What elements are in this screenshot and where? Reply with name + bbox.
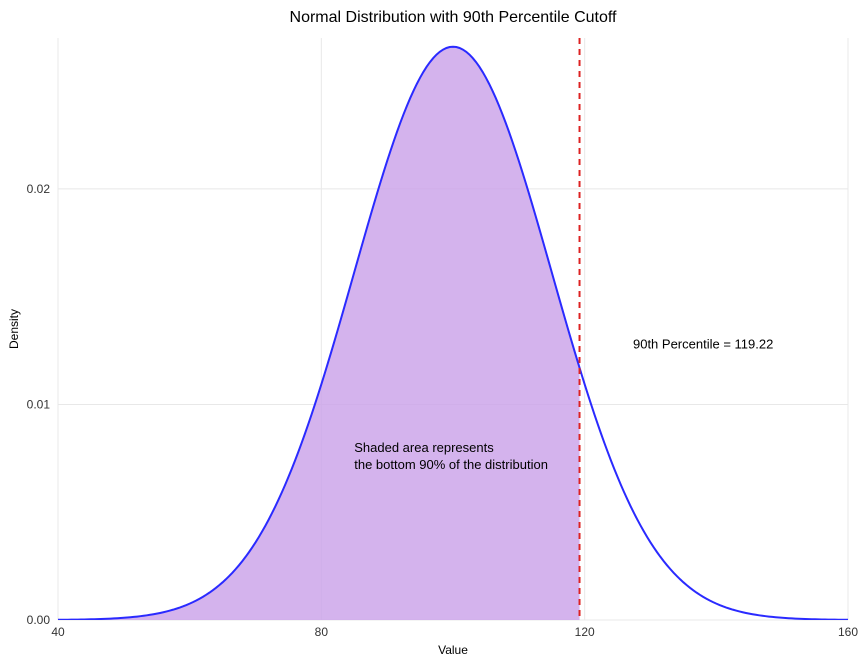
chart-title: Normal Distribution with 90th Percentile… [290, 9, 618, 26]
x-axis-label: Value [438, 643, 468, 657]
y-tick-label: 0.02 [27, 182, 51, 196]
x-tick-label: 160 [838, 625, 858, 639]
x-tick-label: 80 [315, 625, 329, 639]
y-axis-label: Density [7, 309, 21, 349]
normal-dist-chart: 40 80 120 160 0.00 0.01 0.02 Value Density Normal… [0, 0, 867, 672]
x-tick-label: 40 [51, 625, 65, 639]
percentile-annotation: 90th Percentile = 119.22 [633, 336, 773, 351]
y-tick-label: 0.00 [27, 613, 51, 627]
shade-annotation-line1: Shaded area represents [354, 440, 494, 455]
chart-container: 40 80 120 160 0.00 0.01 0.02 Value Density Normal… [0, 0, 867, 672]
shade-annotation-line2: the bottom 90% of the distribution [354, 457, 548, 472]
y-tick-label: 0.01 [27, 397, 51, 411]
x-tick-label: 120 [575, 625, 595, 639]
